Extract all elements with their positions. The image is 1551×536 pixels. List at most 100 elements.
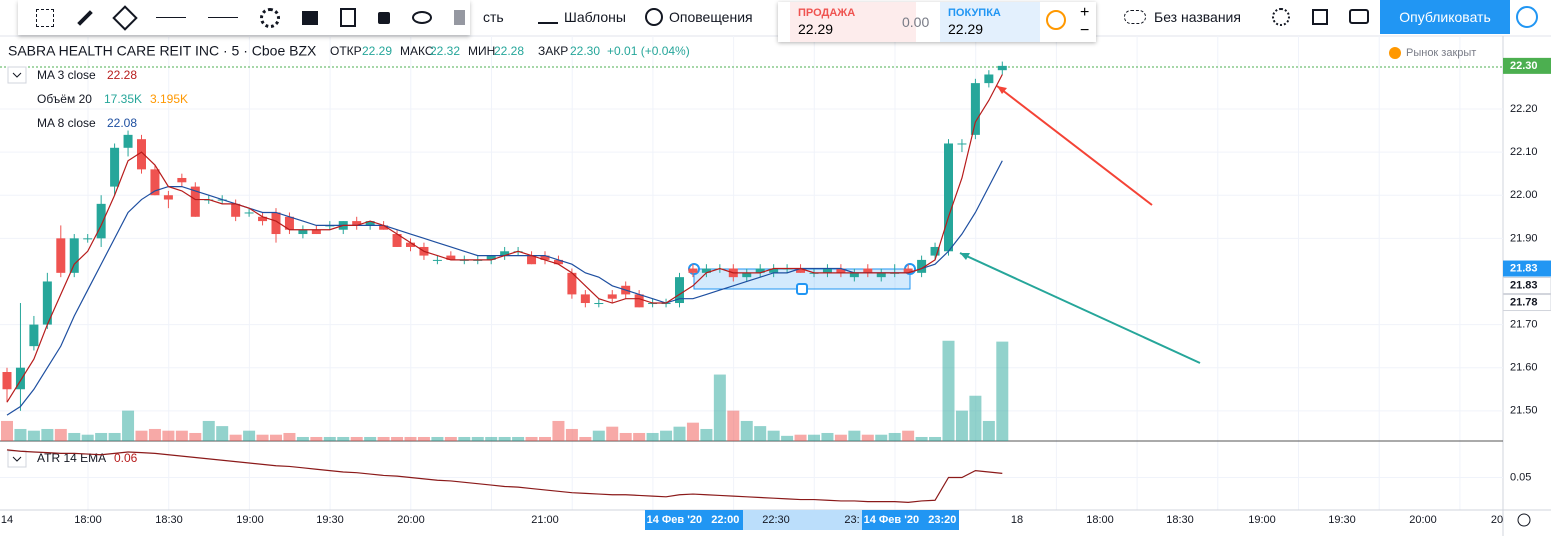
candle-body [244, 212, 254, 214]
publish-button[interactable]: Опубликовать [1380, 0, 1510, 34]
play-button[interactable] [1516, 6, 1538, 28]
label: Без названия [1154, 9, 1241, 25]
candle-body [836, 268, 846, 273]
candle-body [876, 272, 886, 278]
volume-bar [848, 430, 861, 441]
settings-icon[interactable] [1517, 513, 1531, 527]
collapse-button[interactable] [7, 450, 27, 468]
candle-body [688, 268, 698, 273]
spread: 0.00 [902, 14, 930, 30]
y-tick-label: 22.00 [1510, 189, 1538, 201]
candle-body [957, 143, 967, 145]
status-icon [1389, 47, 1401, 59]
drawing-toolbar [18, 0, 470, 35]
candle-body [567, 272, 577, 295]
volume-bar [458, 436, 471, 441]
layout-button[interactable]: Без названия [1124, 0, 1241, 34]
legend-name: MA 3 close [37, 68, 96, 82]
sell-button[interactable]: ПРОДАЖА 22.29 [790, 2, 916, 42]
templates-button[interactable]: Шаблоны [538, 0, 626, 34]
legend-name: MA 8 close [37, 116, 96, 130]
candle-body [379, 225, 389, 230]
hide[interactable] [412, 11, 432, 24]
volume-bar [539, 436, 551, 441]
volume-bar [270, 434, 282, 441]
minus[interactable]: − [1080, 22, 1090, 39]
indicators-button[interactable]: сть [483, 9, 504, 25]
x-tick-label: 20 [1491, 514, 1503, 526]
candle-body [769, 268, 779, 273]
candle-body [580, 294, 590, 304]
price-label: 21.83 [1510, 262, 1538, 274]
volume-bar [821, 432, 834, 441]
candle-body [675, 277, 684, 304]
fill-tool[interactable] [112, 4, 138, 31]
volume-bar [135, 430, 148, 441]
snapshot-button[interactable] [1349, 9, 1369, 24]
buy-label: ПОКУПКА [948, 7, 1001, 19]
price-label-bg [1502, 277, 1551, 295]
volume-bar [485, 436, 498, 441]
chevron [12, 72, 22, 78]
volume-bar [216, 426, 229, 441]
handle[interactable] [796, 283, 808, 295]
volume-bar [417, 436, 430, 441]
fullscreen-button[interactable] [1312, 9, 1328, 25]
volume-bar [794, 434, 807, 441]
arrow-green [959, 252, 1201, 364]
candle-body [29, 324, 39, 347]
clone[interactable] [340, 8, 356, 27]
x-tick-label: 18 [1011, 514, 1023, 526]
buy-button[interactable]: ПОКУПКА 22.29 [940, 2, 1040, 42]
alerts-button[interactable]: Оповещения [645, 0, 753, 34]
time-range-band [743, 510, 862, 530]
settings-button[interactable] [1272, 8, 1290, 26]
volume-bar [969, 395, 982, 441]
candles [2, 61, 1007, 411]
candle-body [944, 143, 953, 252]
volume-bar [579, 436, 592, 441]
candle-body [392, 234, 402, 247]
pen-tool[interactable] [77, 9, 93, 26]
volume-bar [283, 432, 296, 441]
volume-bar [431, 436, 444, 441]
lock[interactable] [378, 11, 390, 24]
volume-bars [1, 340, 1009, 441]
y-tick-label: 21.90 [1510, 232, 1538, 244]
price-label-bg [1502, 294, 1551, 312]
x-tick-label: 18:00 [1086, 514, 1114, 526]
visual-order[interactable] [302, 10, 318, 25]
ohlc-value: 22.30 [570, 44, 600, 58]
volume-bar [202, 420, 215, 441]
candle-body [15, 367, 25, 390]
volume-bar [81, 434, 94, 441]
select-tool[interactable] [36, 8, 54, 27]
candle-body [863, 268, 873, 273]
candle-body [2, 372, 12, 390]
volume-bar [377, 436, 390, 441]
volume-bar [108, 432, 121, 441]
plus[interactable]: + [1080, 4, 1090, 21]
volume-bar [229, 434, 242, 441]
delete[interactable] [454, 10, 465, 25]
volume-bar [740, 420, 753, 441]
time-range-marker [862, 510, 959, 530]
candle-body [42, 281, 52, 325]
line-style[interactable] [156, 17, 186, 18]
volume-bar [660, 430, 673, 441]
collapse-button[interactable] [7, 66, 27, 84]
line-width[interactable] [208, 17, 238, 18]
volume-bar [391, 436, 404, 441]
x-tick-label: 18:30 [155, 514, 183, 526]
volume-bar [148, 428, 161, 441]
x-tick-label: 18:30 [1166, 514, 1194, 526]
candle-body [311, 229, 321, 235]
volume-bar [444, 436, 457, 441]
settings-tool[interactable] [260, 7, 280, 28]
volume-bar [700, 428, 713, 441]
time-range-marker [645, 510, 743, 530]
icon [645, 8, 663, 26]
volume-bar [364, 436, 377, 441]
info-icon[interactable] [1046, 10, 1066, 30]
candle-body [446, 255, 456, 260]
